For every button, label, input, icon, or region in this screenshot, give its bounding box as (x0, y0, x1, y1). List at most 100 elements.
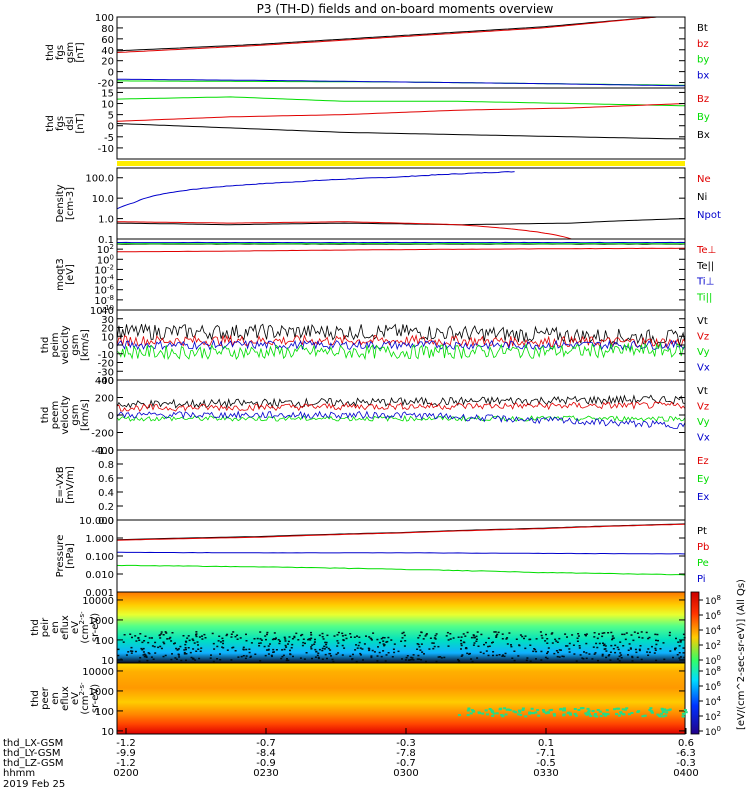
peir-spectrogram-cell (488, 645, 491, 647)
peer-spectrogram-cell (519, 713, 523, 716)
peir-spectrogram-cell (341, 632, 344, 635)
peir-spectrogram-cell (432, 647, 435, 650)
peir-spectrogram-cell (249, 655, 252, 658)
peer-spectrogram-cell (478, 712, 482, 715)
peir-spectrogram-cell (131, 650, 134, 652)
peer_spectrogram-tick-label: 10000 (82, 667, 114, 678)
peem_velocity-tick-label: 400 (95, 376, 114, 387)
peir-spectrogram-cell (249, 656, 252, 658)
peir-spectrogram-cell (421, 651, 424, 653)
peir-spectrogram-cell (382, 636, 385, 639)
peer-spectrogram-cell (681, 715, 685, 718)
pressure-series-pi-line (117, 551, 686, 555)
ephemeris-value: 0200 (113, 768, 138, 779)
peir-spectrogram-cell (376, 660, 379, 662)
peir-spectrogram-cell (361, 648, 364, 650)
peir-spectrogram-cell (546, 652, 548, 655)
peer-spectrogram-cell (469, 712, 473, 715)
fgs-tick-label: 80 (101, 24, 114, 35)
peir-spectrogram-cell (475, 635, 478, 638)
peir-spectrogram-cell (315, 650, 318, 653)
peir-spectrogram-cell (493, 631, 496, 633)
peir-spectrogram-cell (265, 638, 267, 641)
peir-spectrogram-cell (460, 636, 463, 638)
peim_velocity-tick-label: 10 (101, 332, 114, 343)
peir-spectrogram-cell (417, 643, 420, 646)
peir-spectrogram-cell (157, 646, 160, 649)
peir-spectrogram-cell (370, 655, 373, 657)
peir-spectrogram-cell (219, 659, 222, 661)
ephemeris-value: -0.7 (396, 758, 416, 769)
peir-spectrogram-cell (240, 655, 243, 658)
peir-spectrogram-cell (291, 638, 294, 640)
peir-spectrogram-cell (117, 654, 120, 657)
peir-spectrogram-cell (383, 644, 386, 646)
efield-tick-label: 0.8 (98, 460, 114, 471)
peir-spectrogram-cell (201, 635, 203, 637)
peer-spectrogram-cell (589, 715, 593, 717)
peir-spectrogram-cell (584, 633, 587, 636)
peir-spectrogram-cell (547, 647, 550, 649)
peir-spectrogram-cell (435, 633, 438, 635)
peir-spectrogram-cell (373, 651, 376, 653)
peir-spectrogram-cell (254, 653, 257, 655)
peir-spectrogram-cell (447, 645, 450, 647)
peir-spectrogram-cell (682, 647, 685, 649)
peer-spectrogram-cell (622, 713, 626, 716)
peir-spectrogram-cell (588, 653, 591, 655)
fgs_dsl-tick-label: 0 (108, 122, 114, 133)
peir-spectrogram-cell (529, 660, 532, 662)
ephemeris-value: -7.1 (536, 748, 556, 759)
pressure-tick-label: 0.100 (85, 552, 114, 563)
peir-spectrogram-cell (544, 656, 547, 659)
peir-spectrogram-cell (195, 634, 197, 636)
peir-spectrogram-cell (583, 651, 585, 653)
peer-spectrogram-cell (568, 712, 572, 715)
peir-spectrogram-cell (329, 653, 332, 655)
peir-spectrogram-cell (380, 637, 383, 640)
peim_velocity-ylabel: [km/s] (80, 329, 91, 361)
peer-spectrogram-cell (625, 707, 629, 710)
peir-spectrogram-cell (280, 657, 283, 660)
peir-spectrogram-cell (655, 639, 657, 642)
peir-spectrogram-cell (640, 631, 643, 633)
peir-spectrogram-cell (258, 642, 261, 645)
peer-spectrogram-cell (682, 712, 686, 715)
peir-spectrogram-cell (682, 652, 685, 654)
peir-spectrogram-cell (267, 653, 270, 655)
peir-spectrogram-cell (632, 639, 635, 642)
peir-spectrogram-cell (180, 659, 183, 662)
peer-spectrogram-cell (541, 709, 545, 712)
peer-spectrogram-cell (530, 707, 534, 710)
peir-spectrogram-cell (462, 633, 465, 635)
peer-spectrogram-cell (550, 708, 554, 711)
peir-spectrogram-cell (676, 654, 679, 656)
fgs_dsl-tick-label: -5 (104, 133, 114, 144)
temperature-tick-label: 102 (97, 243, 114, 256)
peir-spectrogram-cell (148, 637, 151, 639)
peir-spectrogram-cell (434, 634, 437, 637)
fgs_dsl-tick-label: 15 (101, 88, 114, 99)
peem_velocity-legend-vt: Vt (697, 386, 708, 397)
peir-spectrogram-cell (195, 650, 198, 652)
peir-spectrogram-cell (657, 639, 659, 642)
peer-spectrogram-image (117, 663, 685, 734)
peir-spectrogram-cell (284, 638, 287, 640)
peir-spectrogram-cell (332, 660, 335, 663)
peir-spectrogram-cell (163, 642, 166, 645)
peir-spectrogram-cell (592, 646, 595, 648)
peir-spectrogram-cell (457, 636, 460, 638)
peir-spectrogram-cell (154, 652, 157, 654)
peir-spectrogram-cell (259, 631, 262, 633)
peir-spectrogram-cell (314, 656, 317, 658)
density-tick-label: 0.1 (98, 235, 114, 246)
peer-spectrogram-cell (500, 714, 504, 716)
peir-spectrogram-cell (147, 652, 150, 654)
peir-spectrogram-cell (295, 632, 298, 635)
peir-spectrogram-cell (611, 637, 614, 640)
peir-spectrogram-cell (210, 654, 212, 656)
colorbar-tick-label: 102 (705, 639, 721, 652)
peir-spectrogram-cell (162, 634, 165, 636)
ephemeris-value: -0.5 (536, 758, 556, 769)
